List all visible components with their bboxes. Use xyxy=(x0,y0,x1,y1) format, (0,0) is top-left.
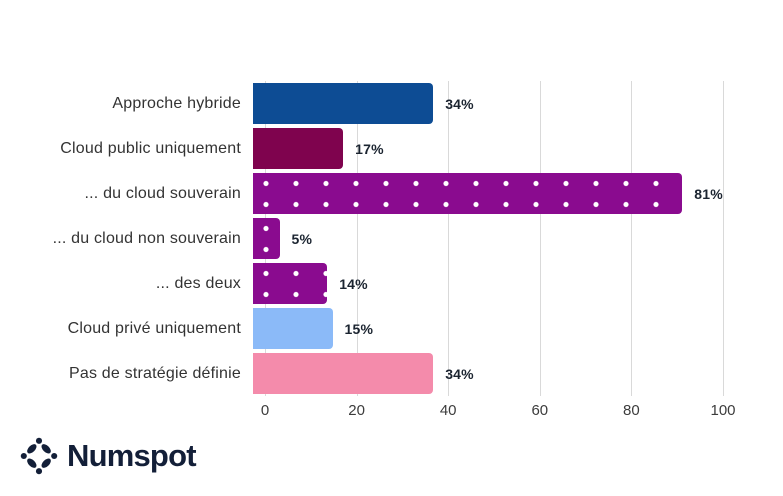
value-label: 14% xyxy=(339,275,368,292)
bar-chart: Approche hybride 34% Cloud public unique… xyxy=(0,81,783,396)
chart-row: ... des deux 14% xyxy=(0,261,783,306)
bar xyxy=(253,173,683,214)
value-label: 15% xyxy=(344,320,374,337)
bar-track: 5% xyxy=(253,216,783,261)
bar-track: 14% xyxy=(253,261,783,306)
value-label: 34% xyxy=(445,95,474,112)
bar-track: 81% xyxy=(253,171,783,216)
category-label: ... des deux xyxy=(155,274,241,292)
value-label: 81% xyxy=(694,185,723,202)
chart-row: Cloud privé uniquement 15% xyxy=(0,306,783,351)
x-tick-label: 40 xyxy=(439,402,457,419)
bar xyxy=(253,308,333,349)
chart-row: Pas de stratégie définie 34% xyxy=(0,351,783,396)
numspot-logo-text: Numspot xyxy=(67,438,197,473)
category-label: ... du cloud souverain xyxy=(84,184,241,202)
x-axis: 0 20 40 60 80 100 xyxy=(261,402,736,422)
x-tick-label: 20 xyxy=(348,402,365,419)
category-label: Pas de stratégie définie xyxy=(68,364,241,382)
chart-row: ... du cloud souverain 81% xyxy=(0,171,783,216)
bar-track: 17% xyxy=(253,126,783,171)
chart-row: Approche hybride 34% xyxy=(0,81,783,126)
value-label: 5% xyxy=(291,230,313,247)
bar-track: 34% xyxy=(253,351,783,396)
category-label: Cloud public uniquement xyxy=(60,139,241,157)
bar-track: 34% xyxy=(253,81,783,126)
category-label: Cloud privé uniquement xyxy=(67,319,241,337)
plot-area: Approche hybride 34% Cloud public unique… xyxy=(0,81,783,396)
bar xyxy=(253,83,434,124)
x-tick-label: 80 xyxy=(623,402,640,419)
value-label: 34% xyxy=(445,365,474,382)
category-label: Approche hybride xyxy=(112,94,241,112)
numspot-logo: Numspot xyxy=(20,437,197,475)
chart-row: ... du cloud non souverain 5% xyxy=(0,216,783,261)
bar xyxy=(253,218,280,259)
bar xyxy=(253,263,328,304)
bar xyxy=(253,128,344,169)
value-label: 17% xyxy=(355,140,384,157)
bar xyxy=(253,353,434,394)
x-tick-label: 0 xyxy=(260,402,270,419)
chart-row: Cloud public uniquement 17% xyxy=(0,126,783,171)
x-tick-label: 60 xyxy=(531,402,549,419)
asterisk-dots-icon xyxy=(20,437,58,475)
x-tick-label: 100 xyxy=(710,402,736,419)
bar-track: 15% xyxy=(253,306,783,351)
category-label: ... du cloud non souverain xyxy=(52,229,241,247)
